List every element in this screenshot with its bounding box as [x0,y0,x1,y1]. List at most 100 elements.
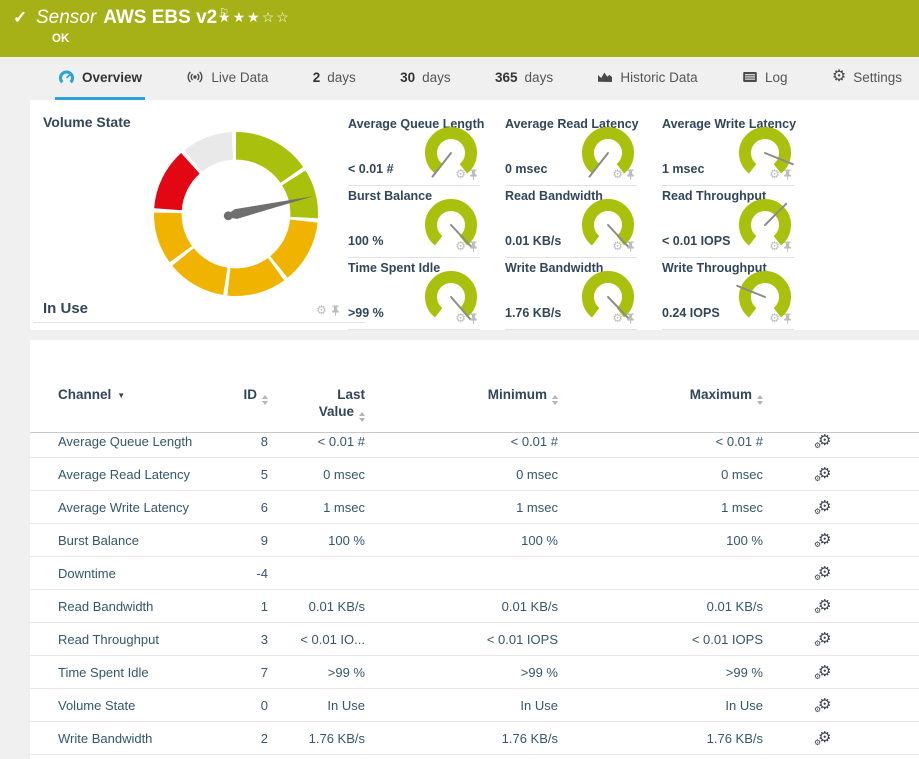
pin-icon[interactable] [626,169,635,180]
tab-historic-data[interactable]: Historic Data [594,57,700,100]
table-row[interactable]: Average Write Latency 6 1 msec 1 msec 1 … [30,491,919,524]
star-empty-icon[interactable]: ☆ [261,9,277,25]
pin-icon[interactable] [783,169,792,180]
pin-icon[interactable] [626,241,635,252]
table-row[interactable]: Average Queue Length 8 < 0.01 # < 0.01 #… [30,425,919,458]
channel-name-cell[interactable]: Time Spent Idle [58,664,149,680]
star-empty-icon[interactable]: ☆ [276,9,291,25]
channel-gauge-cell[interactable]: Time Spent Idle >99 % ⚙ [348,258,480,330]
gear-icon[interactable]: ⚙ [612,167,623,181]
col-header-last-value[interactable]: Last Value [268,386,365,422]
channel-id-cell: 7 [260,664,268,680]
tab-30-days-number: 30 [400,69,416,85]
table-row[interactable]: Average Read Latency 5 0 msec 0 msec 0 m… [30,458,919,491]
pin-icon[interactable] [469,313,478,324]
pin-icon[interactable] [783,241,792,252]
star-filled-icon[interactable]: ★ [218,9,233,25]
channel-gauge-icons: ⚙ [455,312,478,324]
tab-30-days[interactable]: 30 days [397,57,454,100]
pin-icon[interactable] [469,169,478,180]
channel-gauge-cell[interactable]: Read Bandwidth 0.01 KB/s ⚙ [505,186,637,258]
priority-stars[interactable]: ★★★☆☆ [218,9,291,26]
gear-icon[interactable]: ⚙ [455,239,466,253]
channel-name-cell[interactable]: Burst Balance [58,532,139,548]
sort-icon[interactable] [552,395,558,405]
tab-2-days[interactable]: 2 days [310,57,359,100]
gauge-icon [58,70,75,84]
channel-settings-icon[interactable]: ⚙ ⚙ [814,697,831,714]
gear-icon[interactable]: ⚙ [612,311,623,325]
channel-name-cell[interactable]: Write Bandwidth [58,730,153,746]
channel-settings-icon[interactable]: ⚙ ⚙ [814,598,831,615]
tab-overview[interactable]: Overview [55,57,146,100]
star-filled-icon[interactable]: ★ [232,9,248,25]
tab-settings[interactable]: ⚙ Settings [829,57,905,100]
table-row[interactable]: Read Throughput 3 < 0.01 IO... < 0.01 IO… [30,623,919,656]
channel-settings-icon[interactable]: ⚙ ⚙ [814,532,831,549]
tab-365-days[interactable]: 365 days [492,57,556,100]
channel-name-cell[interactable]: Read Throughput [58,631,159,647]
channel-settings-icon[interactable]: ⚙ ⚙ [814,499,831,516]
channel-settings-icon[interactable]: ⚙ ⚙ [814,664,831,681]
channel-name-cell[interactable]: Downtime [58,565,116,581]
pin-icon[interactable] [626,313,635,324]
sort-icon[interactable] [757,395,763,405]
channel-name-cell[interactable]: Average Queue Length [58,433,193,449]
channel-gauge-cell[interactable]: Burst Balance 100 % ⚙ [348,186,480,258]
channel-gauge-cell[interactable]: Read Throughput < 0.01 IOPS ⚙ [662,186,794,258]
sort-icon[interactable] [262,395,268,405]
col-header-channel[interactable]: Channel ▼ [58,386,218,404]
channel-name-cell[interactable]: Read Bandwidth [58,598,154,614]
pin-icon[interactable] [783,313,792,324]
channel-name-cell[interactable]: Volume State [58,697,136,713]
flag-icon[interactable]: ⚐ [219,7,230,19]
gear-icon[interactable]: ⚙ [455,167,466,181]
minimum-cell: 0.01 KB/s [501,598,558,614]
tab-log[interactable]: Log [739,57,791,100]
channel-settings-icon[interactable]: ⚙ ⚙ [814,433,831,450]
channel-name-cell[interactable]: Average Read Latency [58,466,191,482]
gear-icon[interactable]: ⚙ [455,311,466,325]
channel-name-cell[interactable]: Average Write Latency [58,499,190,515]
channel-gauge-cell[interactable]: Write Bandwidth 1.76 KB/s ⚙ [505,258,637,330]
table-row[interactable]: Burst Balance 9 100 % 100 % 100 % ⚙ ⚙ [30,524,919,557]
channel-gauge [577,270,639,324]
channel-gauge-cell[interactable]: Average Read Latency 0 msec ⚙ [505,114,639,186]
table-row[interactable]: Read Bandwidth 1 0.01 KB/s 0.01 KB/s 0.0… [30,590,919,623]
gear-icon[interactable]: ⚙ [769,311,780,325]
row-actions: ⚙ ⚙ [763,623,919,655]
star-filled-icon[interactable]: ★ [247,9,262,25]
table-row[interactable]: Time Spent Idle 7 >99 % >99 % >99 % ⚙ ⚙ [30,656,919,689]
gear-icon[interactable]: ⚙ [316,303,327,317]
col-header-id[interactable]: ID [218,386,268,405]
channel-gauge-cell[interactable]: Average Write Latency 1 msec ⚙ [662,114,796,186]
channel-gauge-value: < 0.01 # [348,162,394,176]
table-row[interactable]: Downtime -4 ⚙ ⚙ [30,557,919,590]
channel-gauge-icons: ⚙ [612,312,635,324]
channel-gauge [734,126,796,180]
col-header-value-label: Value [318,404,354,419]
pin-icon[interactable] [331,305,340,316]
gear-icon[interactable]: ⚙ [612,239,623,253]
settings-gear-icon: ⚙ [831,68,847,85]
tab-live-data[interactable]: Live Data [183,57,271,100]
channel-gauge-cell[interactable]: Write Throughput 0.24 IOPS ⚙ [662,258,794,330]
channel-gauge-icons: ⚙ [612,240,635,252]
gear-icon[interactable]: ⚙ [769,239,780,253]
table-row[interactable]: Volume State 0 In Use In Use In Use ⚙ ⚙ [30,689,919,722]
volume-state-gauge[interactable] [152,130,320,298]
sort-icon[interactable] [359,412,365,422]
channel-settings-icon[interactable]: ⚙ ⚙ [814,730,831,747]
channel-gauge-cell[interactable]: Average Queue Length < 0.01 # ⚙ [348,114,484,186]
channel-settings-icon[interactable]: ⚙ ⚙ [814,466,831,483]
channel-gauge [420,198,482,252]
col-header-minimum[interactable]: Minimum [365,386,558,405]
col-header-maximum[interactable]: Maximum [558,386,763,405]
channel-settings-icon[interactable]: ⚙ ⚙ [814,631,831,648]
channel-settings-icon[interactable]: ⚙ ⚙ [814,565,831,582]
last-value-cell: 0 msec [323,466,365,482]
gear-icon[interactable]: ⚙ [769,167,780,181]
channel-gauge-label: Read Bandwidth [505,189,603,203]
table-row[interactable]: Write Bandwidth 2 1.76 KB/s 1.76 KB/s 1.… [30,722,919,755]
pin-icon[interactable] [469,241,478,252]
